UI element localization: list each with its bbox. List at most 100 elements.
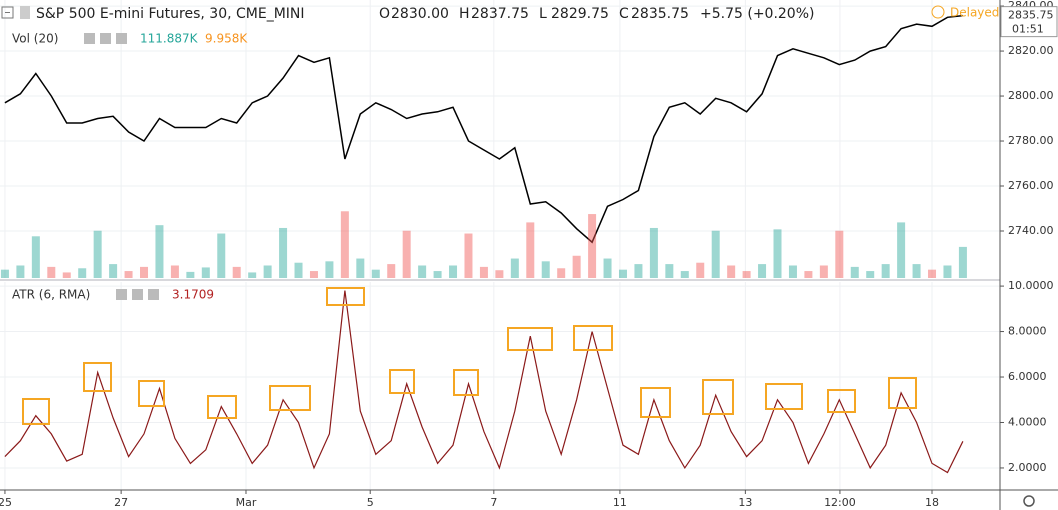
symbol-icon — [20, 6, 30, 19]
icon[interactable] — [100, 33, 111, 44]
volume-bar — [155, 225, 164, 278]
volume-bar — [557, 268, 566, 278]
volume-bar — [47, 266, 56, 278]
icon[interactable] — [116, 289, 127, 300]
indicator-icons — [84, 33, 159, 300]
ohlc-readout: O 2830.00 H 2837.75 L 2829.75 C 2835.75 — [379, 6, 689, 22]
volume-bar — [217, 233, 226, 278]
volume-bar — [449, 265, 458, 278]
volume-bar — [78, 268, 87, 278]
ohlc-value: 2837.75 — [471, 6, 529, 22]
highlight-box — [207, 395, 237, 419]
ohlc-key: C — [619, 6, 629, 22]
ohlc-value: 2829.75 — [551, 6, 609, 22]
plot — [0, 14, 967, 474]
highlight-box — [453, 369, 479, 396]
volume-bar — [804, 271, 813, 278]
x-tick-label: 7 — [490, 496, 497, 509]
collapse-icon[interactable] — [1, 6, 14, 19]
volume-bar — [819, 265, 828, 278]
volume-bar — [758, 264, 767, 278]
icon[interactable] — [116, 33, 127, 44]
volume-bar — [402, 230, 411, 278]
volume-bar — [727, 265, 736, 278]
bar-countdown: 01:51 — [1012, 23, 1044, 36]
y-tick-label: 2740.00 — [1008, 224, 1054, 237]
last-price-tag — [1000, 6, 1058, 38]
volume-bar — [62, 272, 71, 278]
y-tick-label: 6.0000 — [1008, 370, 1047, 383]
y-tick-label: 2780.00 — [1008, 134, 1054, 147]
x-tick-label: 5 — [367, 496, 374, 509]
volume-bar — [773, 229, 782, 278]
highlight-box — [827, 389, 856, 413]
delayed-status[interactable]: Delayed — [950, 6, 999, 20]
volume-bar — [943, 265, 952, 278]
highlight-box — [765, 383, 803, 410]
highlight-box — [702, 379, 734, 415]
x-tick-label: 18 — [925, 496, 939, 509]
volume-bar — [31, 236, 40, 278]
volume-bar — [541, 261, 550, 278]
settings-icon[interactable] — [1023, 495, 1035, 507]
highlight-boxes — [22, 287, 917, 425]
volume-bar — [603, 258, 612, 278]
icon[interactable] — [132, 289, 143, 300]
x-tick-label: 13 — [738, 496, 752, 509]
volume-bar — [696, 262, 705, 278]
volume-bar — [387, 264, 396, 278]
volume-bar — [912, 264, 921, 278]
highlight-box — [269, 385, 311, 411]
volume-bar — [124, 271, 133, 278]
y-tick-label: 8.0000 — [1008, 325, 1047, 338]
icon[interactable] — [148, 289, 159, 300]
volume-bar — [866, 271, 875, 278]
volume-bar — [294, 262, 303, 278]
volume-bar — [572, 255, 581, 278]
volume-bar — [649, 227, 658, 278]
volume-bar — [325, 261, 334, 278]
volume-bar — [16, 265, 25, 278]
volume-bar — [958, 246, 967, 278]
volume-bar — [109, 264, 118, 278]
icon[interactable] — [84, 33, 95, 44]
volume-bar — [464, 233, 473, 278]
volume-bar — [140, 266, 149, 278]
volume-bar — [850, 266, 859, 278]
highlight-box — [888, 377, 917, 409]
ohlc-key: L — [539, 6, 547, 22]
volume-bar — [495, 270, 504, 278]
volume-bar — [680, 271, 689, 278]
volume-label: Vol (20) — [12, 32, 58, 46]
x-tick-label: 11 — [613, 496, 627, 509]
volume-bar — [93, 230, 102, 278]
volume-bar — [340, 211, 349, 278]
volume-bar — [232, 266, 241, 278]
change-readout: +5.75 (+0.20%) — [700, 6, 814, 22]
delayed-icon — [931, 5, 945, 19]
y-tick-label: 2800.00 — [1008, 89, 1054, 102]
highlight-box — [389, 369, 415, 394]
volume-bar — [510, 258, 519, 278]
highlight-box — [138, 380, 165, 407]
volume-bar — [881, 264, 890, 278]
ohlc-key: H — [459, 6, 470, 22]
symbol-title: S&P 500 E-mini Futures, 30, CME_MINI — [36, 6, 305, 22]
ohlc-value: 2835.75 — [631, 6, 689, 22]
x-tick-label: Mar — [236, 496, 257, 509]
y-tick-label: 4.0000 — [1008, 415, 1047, 428]
last-price-label: 2835.75 — [1008, 9, 1054, 22]
price-line — [4, 14, 963, 244]
y-tick-label: 10.0000 — [1008, 279, 1054, 292]
volume-bar — [588, 214, 597, 278]
highlight-box — [83, 362, 112, 392]
atr-value: 3.1709 — [172, 288, 214, 302]
volume-bar — [263, 265, 272, 278]
highlight-box — [640, 387, 671, 418]
y-tick-label: 2760.00 — [1008, 179, 1054, 192]
highlight-box — [22, 398, 50, 425]
volume-bar — [742, 271, 751, 278]
ohlc-value: 2830.00 — [391, 6, 449, 22]
